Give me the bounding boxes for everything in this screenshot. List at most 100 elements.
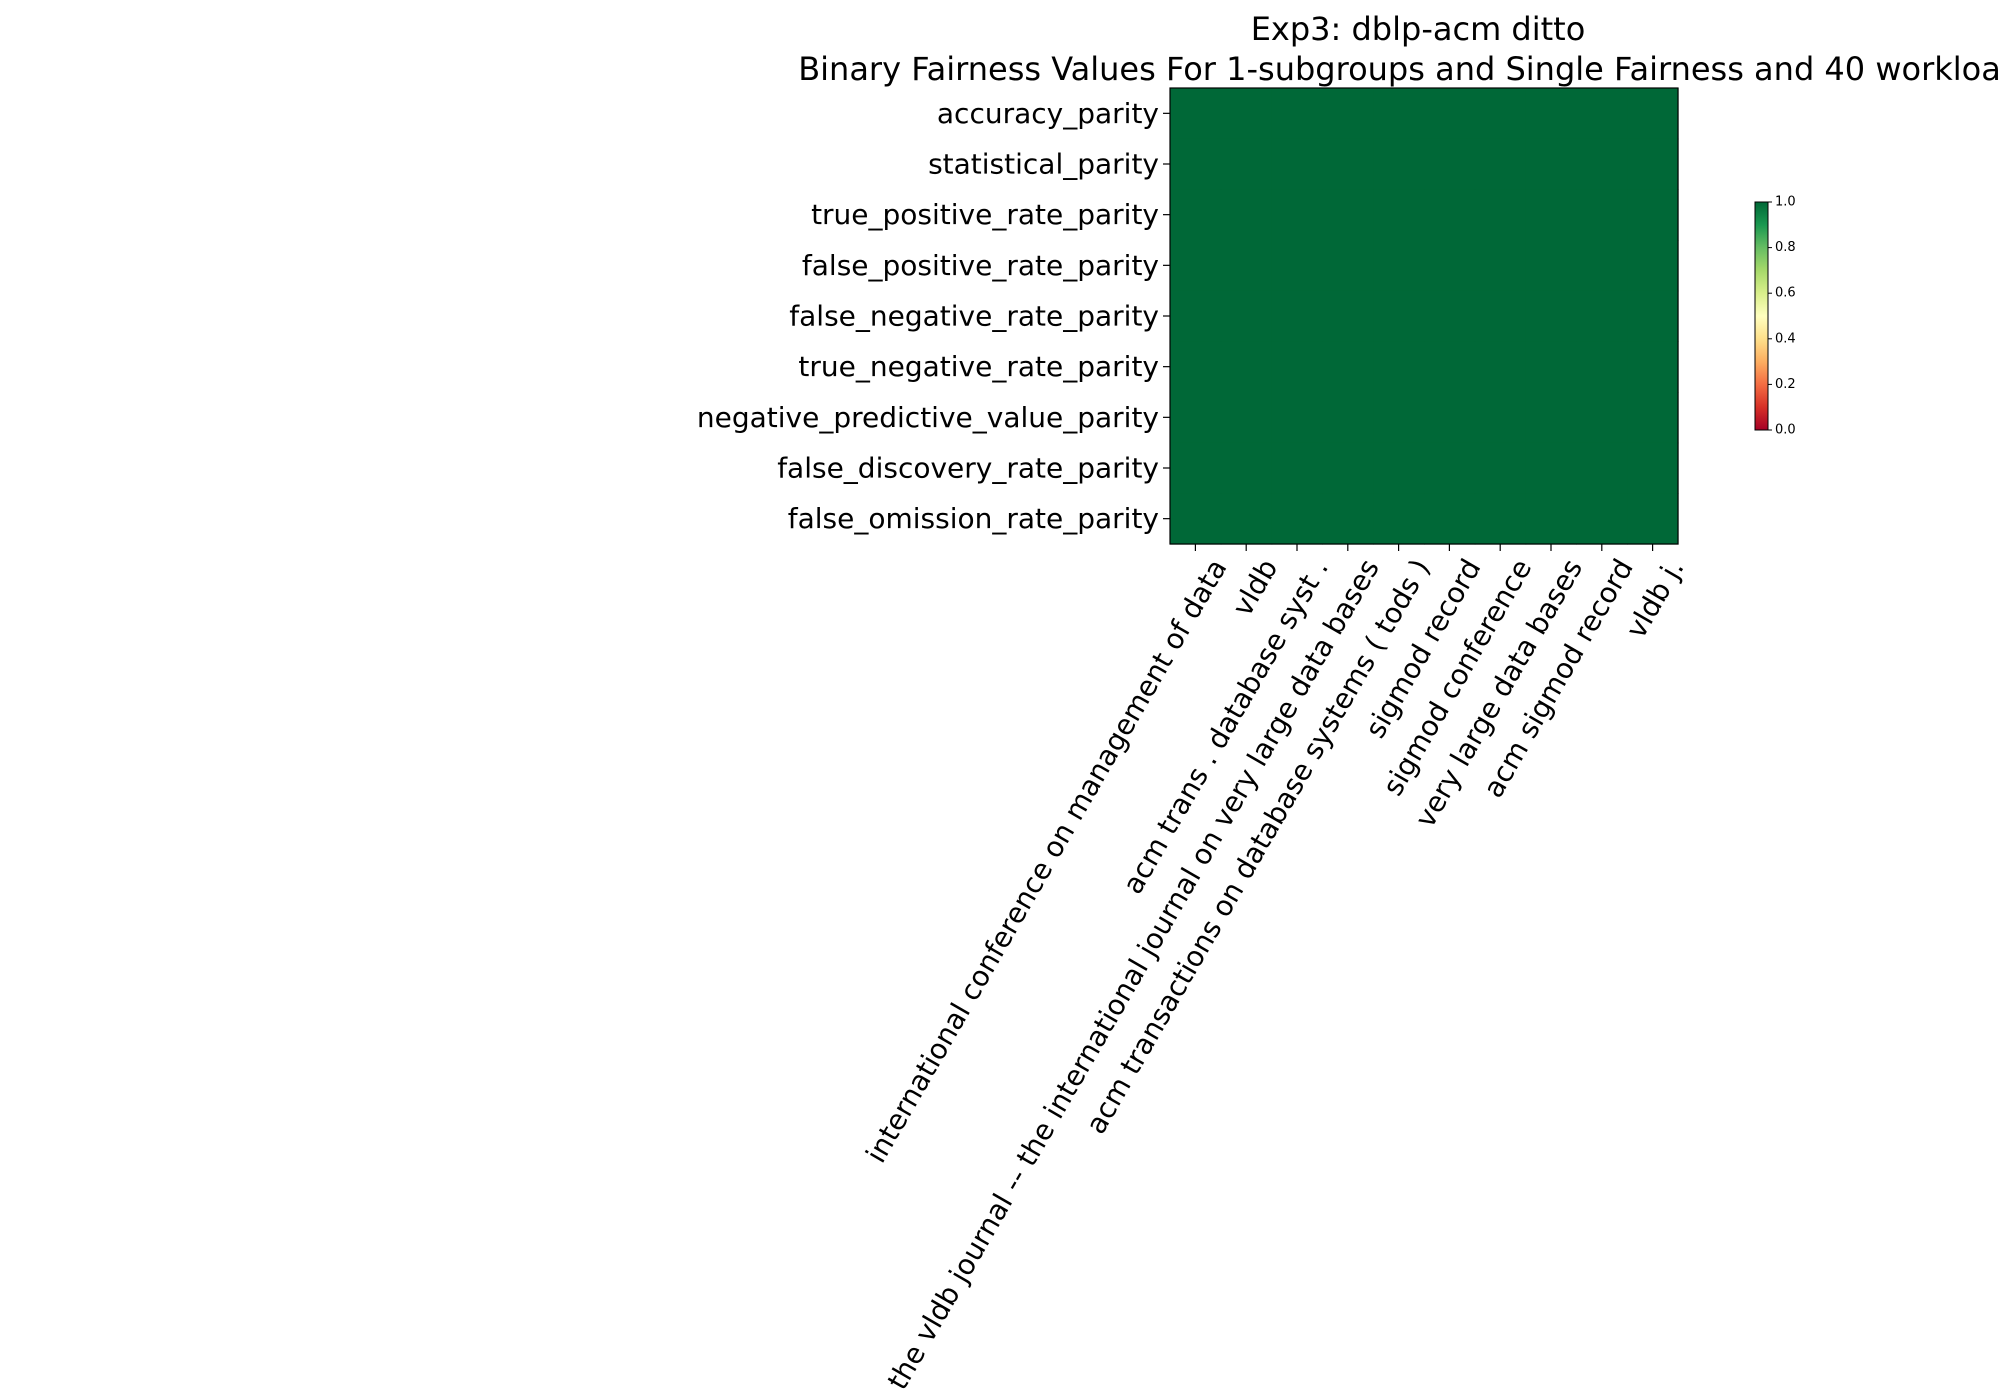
heatmap-cell	[1474, 392, 1527, 444]
heatmap-cell	[1170, 290, 1222, 342]
heatmap-cell	[1373, 189, 1425, 241]
colorbar-tick-label: 0.6	[1775, 286, 1796, 301]
heatmap-cell	[1525, 240, 1577, 292]
chart-subtitle: Binary Fairness Values For 1-subgroups a…	[798, 50, 2000, 88]
heatmap-cell	[1220, 290, 1273, 342]
heatmap-cell	[1170, 138, 1222, 190]
colorbar-tick-label: 0.8	[1775, 240, 1796, 255]
heatmap-cell	[1627, 189, 1679, 241]
heatmap-cell	[1322, 189, 1374, 241]
heatmap-cell	[1271, 290, 1323, 342]
heatmap-cell	[1373, 392, 1425, 444]
heatmap-cell	[1220, 189, 1273, 241]
column-label: international conference on management o…	[859, 553, 1233, 1168]
colorbar-tick-label: 1.0	[1775, 195, 1796, 210]
heatmap-cell	[1220, 442, 1273, 494]
heatmap-cell	[1576, 442, 1628, 494]
heatmap-cell	[1474, 138, 1527, 190]
heatmap-cell	[1373, 341, 1425, 393]
heatmap-cell	[1220, 138, 1273, 190]
heatmap-cell	[1322, 442, 1374, 494]
heatmap-cell	[1474, 493, 1527, 545]
heatmap-cells	[1170, 88, 1679, 545]
colorbar-tick-label: 0.4	[1775, 331, 1796, 346]
heatmap-cell	[1525, 341, 1577, 393]
heatmap-cell	[1576, 493, 1628, 545]
heatmap-cell	[1576, 290, 1628, 342]
row-label: false_positive_rate_parity	[802, 249, 1159, 282]
heatmap-cell	[1170, 341, 1222, 393]
heatmap-cell	[1271, 138, 1323, 190]
heatmap-cell	[1525, 88, 1577, 140]
heatmap-cell	[1322, 138, 1374, 190]
heatmap-cell	[1220, 392, 1273, 444]
row-label: false_discovery_rate_parity	[777, 452, 1159, 485]
heatmap-cell	[1322, 290, 1374, 342]
heatmap-cell	[1525, 493, 1577, 545]
heatmap-cell	[1373, 138, 1425, 190]
heatmap-cell	[1576, 189, 1628, 241]
row-label: true_positive_rate_parity	[811, 198, 1159, 231]
heatmap-cell	[1627, 240, 1679, 292]
heatmap-cell	[1322, 240, 1374, 292]
heatmap-cell	[1627, 290, 1679, 342]
heatmap-cell	[1525, 442, 1577, 494]
heatmap-cell	[1525, 392, 1577, 444]
column-labels: international conference on management o…	[859, 544, 1691, 1395]
heatmap-cell	[1424, 392, 1476, 444]
heatmap-cell	[1170, 189, 1222, 241]
heatmap-cell	[1576, 138, 1628, 190]
heatmap-cell	[1322, 493, 1374, 545]
heatmap-cell	[1271, 341, 1323, 393]
heatmap-cell	[1424, 493, 1476, 545]
heatmap-cell	[1627, 493, 1679, 545]
heatmap-cell	[1424, 138, 1476, 190]
heatmap-cell	[1627, 138, 1679, 190]
heatmap-cell	[1474, 442, 1527, 494]
heatmap-cell	[1627, 88, 1679, 140]
heatmap-cell	[1373, 290, 1425, 342]
heatmap-cell	[1576, 88, 1628, 140]
row-label: true_negative_rate_parity	[798, 350, 1159, 383]
heatmap-cell	[1474, 189, 1527, 241]
colorbar-tick-label: 0.2	[1775, 377, 1796, 392]
heatmap-cell	[1627, 392, 1679, 444]
colorbar-tick-label: 0.0	[1775, 423, 1796, 438]
heatmap-cell	[1170, 442, 1222, 494]
heatmap-cell	[1170, 493, 1222, 545]
row-label: accuracy_parity	[937, 97, 1159, 130]
heatmap-cell	[1525, 138, 1577, 190]
heatmap-cell	[1271, 189, 1323, 241]
heatmap-cell	[1627, 442, 1679, 494]
heatmap-cell	[1474, 88, 1527, 140]
heatmap-cell	[1170, 240, 1222, 292]
heatmap-cell	[1627, 341, 1679, 393]
heatmap-cell	[1271, 88, 1323, 140]
heatmap-cell	[1373, 442, 1425, 494]
row-label: false_omission_rate_parity	[788, 502, 1159, 535]
heatmap-cell	[1271, 493, 1323, 545]
heatmap-cell	[1373, 493, 1425, 545]
heatmap-cell	[1424, 240, 1476, 292]
row-label: false_negative_rate_parity	[789, 300, 1159, 333]
heatmap-cell	[1424, 341, 1476, 393]
row-label: statistical_parity	[928, 148, 1159, 181]
heatmap-cell	[1525, 189, 1577, 241]
heatmap-cell	[1424, 290, 1476, 342]
chart-title: Exp3: dblp-acm ditto	[1251, 10, 1586, 48]
heatmap-cell	[1525, 290, 1577, 342]
heatmap-cell	[1373, 240, 1425, 292]
heatmap-cell	[1322, 88, 1374, 140]
heatmap-cell	[1576, 240, 1628, 292]
heatmap-cell	[1474, 290, 1527, 342]
heatmap-cell	[1424, 88, 1476, 140]
heatmap-cell	[1322, 341, 1374, 393]
heatmap-cell	[1322, 392, 1374, 444]
row-label: negative_predictive_value_parity	[697, 401, 1159, 434]
heatmap-cell	[1373, 88, 1425, 140]
heatmap-cell	[1170, 392, 1222, 444]
heatmap-cell	[1220, 341, 1273, 393]
heatmap-cell	[1170, 88, 1222, 140]
heatmap-cell	[1424, 442, 1476, 494]
